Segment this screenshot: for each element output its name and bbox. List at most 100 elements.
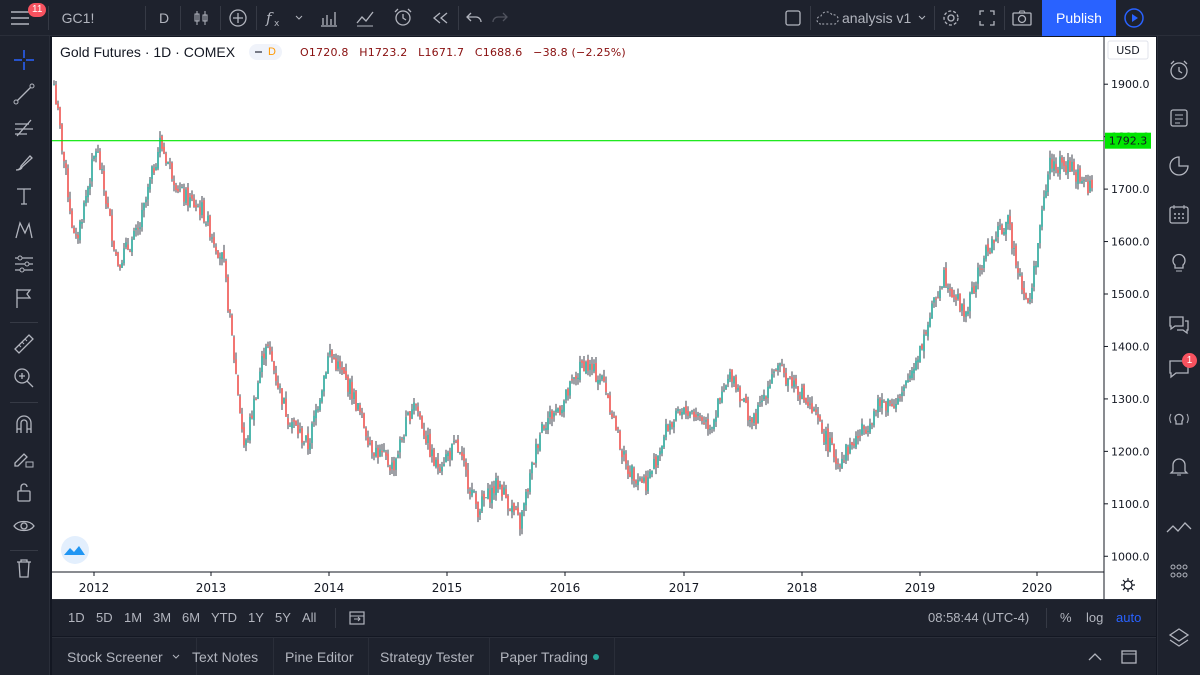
crosshair-icon[interactable] [8,44,40,76]
broadcast-icon[interactable] [1163,402,1195,434]
candle-body [327,356,329,374]
candle-body [213,237,215,245]
layout-icon[interactable] [780,0,806,36]
price-tick-label: 1900.0 [1111,78,1150,91]
tab-stock-screener[interactable]: Stock Screener [52,638,197,675]
hotlist-icon[interactable] [1163,512,1195,544]
tab-text-notes[interactable]: Text Notes [177,638,275,675]
high-value: H1723.2 [359,45,408,59]
range-all[interactable]: All [302,610,317,625]
undo-icon[interactable] [462,0,486,36]
candle-body [449,451,451,460]
candle-body [559,406,561,415]
chevron-down-icon[interactable] [290,0,308,36]
collapse-panel-icon[interactable] [1086,648,1104,671]
pattern-icon[interactable] [8,214,40,246]
layout-name[interactable]: analysis v1 [842,10,912,26]
brush-icon[interactable] [8,146,40,178]
replay-icon[interactable] [428,0,452,36]
hamburger-menu-icon[interactable] [2,0,38,36]
text-tool-icon[interactable] [8,180,40,212]
financials-icon[interactable] [316,0,342,36]
alerts-list-icon[interactable] [1163,102,1195,134]
goto-date-icon[interactable] [348,609,366,630]
tab-pine-editor[interactable]: Pine Editor [270,638,370,675]
candle-body [593,363,595,372]
clock-timezone[interactable]: 08:58:44 (UTC-4) [928,610,1030,625]
candle-body [67,168,69,198]
candle-body [997,226,999,237]
candle-body [123,248,125,264]
gear-icon[interactable] [938,0,964,36]
candle-body [753,414,755,423]
symbol-title[interactable]: Gold Futures · 1D · COMEX [60,44,236,60]
currency-box[interactable] [1107,40,1149,60]
candle-body [447,452,449,457]
currency-label: USD [1116,44,1140,57]
eye-icon[interactable] [8,510,40,542]
ruler-icon[interactable] [8,328,40,360]
layers-icon[interactable] [1163,622,1195,654]
percent-scale-toggle[interactable]: % [1060,610,1072,625]
compare-add-icon[interactable] [226,0,250,36]
fib-tools-icon[interactable] [8,112,40,144]
candle-body [783,367,785,373]
tab-paper-trading[interactable]: Paper Trading [485,638,615,675]
prediction-icon[interactable] [8,248,40,280]
tradingview-logo-icon[interactable] [61,536,89,564]
publish-button[interactable]: Publish [1042,0,1116,36]
axis-settings-gear-icon[interactable] [1121,578,1135,592]
chart-pane[interactable]: 1900.01800.01700.01600.01500.01400.01300… [52,37,1156,599]
candle-body [869,423,871,433]
candle-body [975,285,977,292]
play-circle-icon[interactable] [1120,0,1148,36]
candle-body [1083,179,1085,181]
zoom-in-icon[interactable] [8,362,40,394]
range-6m[interactable]: 6M [182,610,201,625]
camera-icon[interactable] [1008,0,1036,36]
pie-chart-icon[interactable] [1163,150,1195,182]
magnet-icon[interactable] [8,408,40,440]
redo-icon[interactable] [488,0,512,36]
log-scale-toggle[interactable]: log [1086,610,1104,625]
candle-body [661,445,663,454]
range-1d[interactable]: 1D [68,610,85,625]
candle-body [575,375,577,379]
price-chart[interactable]: 1900.01800.01700.01600.01500.01400.01300… [52,37,1156,599]
notification-bell-icon[interactable] [1163,450,1195,482]
lock-pencil-icon[interactable] [8,442,40,474]
range-3m[interactable]: 3M [153,610,172,625]
interval-button[interactable]: D [158,10,170,26]
auto-scale-toggle[interactable]: auto [1116,610,1142,625]
time-tick-label: 2012 [79,581,110,595]
candle-body [529,473,531,492]
alert-clock-icon[interactable] [390,0,416,36]
range-5y[interactable]: 5Y [275,610,291,625]
symbol-search[interactable]: GC1! [61,10,95,26]
data-status-pill[interactable]: D [249,44,282,60]
candles-icon[interactable] [188,0,214,36]
candle-body [339,361,341,368]
trash-icon[interactable] [8,552,40,584]
lock-icon[interactable] [8,476,40,508]
range-5d[interactable]: 5D [96,610,113,625]
range-1m[interactable]: 1M [124,610,143,625]
templates-icon[interactable] [352,0,378,36]
watchlist-clock-icon[interactable] [1163,54,1195,86]
chats-icon[interactable] [1163,308,1195,340]
calendar-icon[interactable] [1163,198,1195,230]
tab-strategy-tester[interactable]: Strategy Tester [365,638,490,675]
lightbulb-icon[interactable] [1163,246,1195,278]
range-1y[interactable]: 1Y [248,610,264,625]
trendline-icon[interactable] [8,78,40,110]
range-ytd[interactable]: YTD [211,610,237,625]
layout-chevron-down-icon[interactable] [914,0,930,36]
fullscreen-icon[interactable] [974,0,1000,36]
candle-body [207,215,209,223]
flag-icon[interactable] [8,282,40,314]
candle-body [69,198,71,211]
apps-grid-icon[interactable] [1163,556,1195,588]
maximize-panel-icon[interactable] [1120,648,1138,671]
